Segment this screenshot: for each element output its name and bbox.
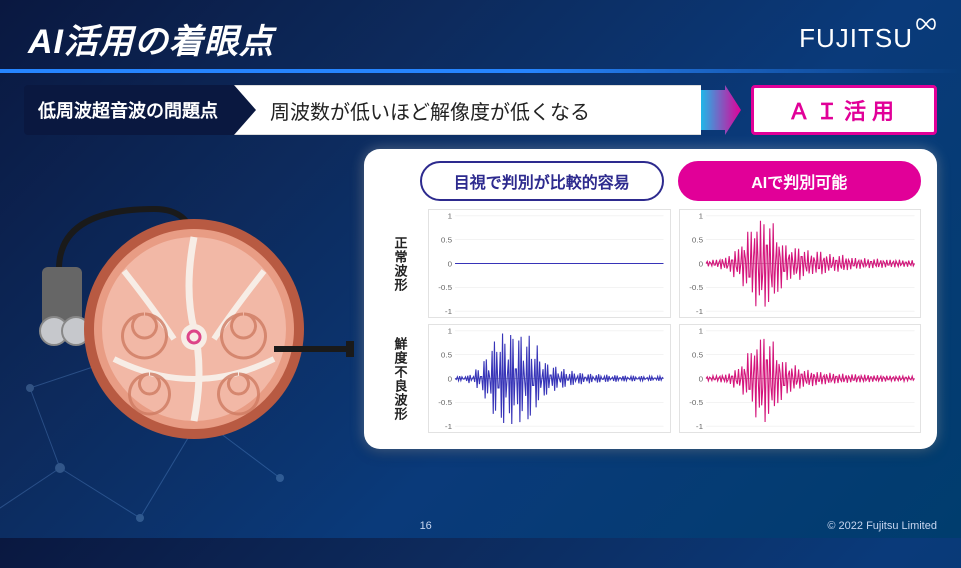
svg-text:-1: -1 [695,422,702,431]
visual-judge-pill: 目視で判別が比較的容易 [420,161,664,201]
fish-ultrasound-illustration [24,149,354,449]
gradient-arrow-icon [701,85,741,135]
svg-text:0: 0 [448,375,453,384]
svg-text:1: 1 [698,212,702,221]
svg-text:-1: -1 [445,422,452,431]
row-label-bad: 鮮度不良波形 [380,324,420,433]
solution-badge: ＡＩ活用 [751,85,937,135]
chart-normal-ai: 1 0.5 0 -0.5 -1 [679,209,922,318]
infinity-icon [915,17,937,31]
chart-bad-ai: 1 0.5 0 -0.5 -1 [679,324,922,433]
svg-text:-1: -1 [445,307,452,316]
svg-text:1: 1 [448,327,452,336]
svg-text:-1: -1 [695,307,702,316]
waveform-panel: 目視で判別が比較的容易 AIで判別可能 正常波形 1 0.5 0 -0.5 -1 1 0.… [364,149,937,449]
problem-text: 周波数が低いほど解像度が低くなる [234,85,701,135]
svg-text:0: 0 [698,260,703,269]
chart-bad-visual: 1 0.5 0 -0.5 -1 [428,324,671,433]
svg-text:0: 0 [448,260,453,269]
row-label-normal: 正常波形 [380,209,420,318]
svg-text:-0.5: -0.5 [689,283,703,292]
page-number: 16 [420,520,432,532]
fujitsu-logo: FUJITSU [799,23,937,54]
svg-text:0.5: 0.5 [691,236,703,245]
ai-judge-pill: AIで判別可能 [678,161,922,201]
chart-normal-visual: 1 0.5 0 -0.5 -1 [428,209,671,318]
copyright: © 2022 Fujitsu Limited [827,520,937,532]
svg-text:0.5: 0.5 [441,236,453,245]
svg-text:-0.5: -0.5 [438,398,452,407]
svg-text:0.5: 0.5 [691,351,703,360]
svg-text:1: 1 [698,327,702,336]
svg-text:0.5: 0.5 [441,351,453,360]
svg-text:0: 0 [698,375,703,384]
problem-label: 低周波超音波の問題点 [24,85,234,135]
title-underline [0,69,961,73]
page-title: AI活用の着眼点 [28,14,274,63]
problem-banner: 低周波超音波の問題点 周波数が低いほど解像度が低くなる ＡＩ活用 [24,85,937,135]
svg-text:1: 1 [448,212,452,221]
svg-text:-0.5: -0.5 [438,283,452,292]
svg-text:-0.5: -0.5 [689,398,703,407]
